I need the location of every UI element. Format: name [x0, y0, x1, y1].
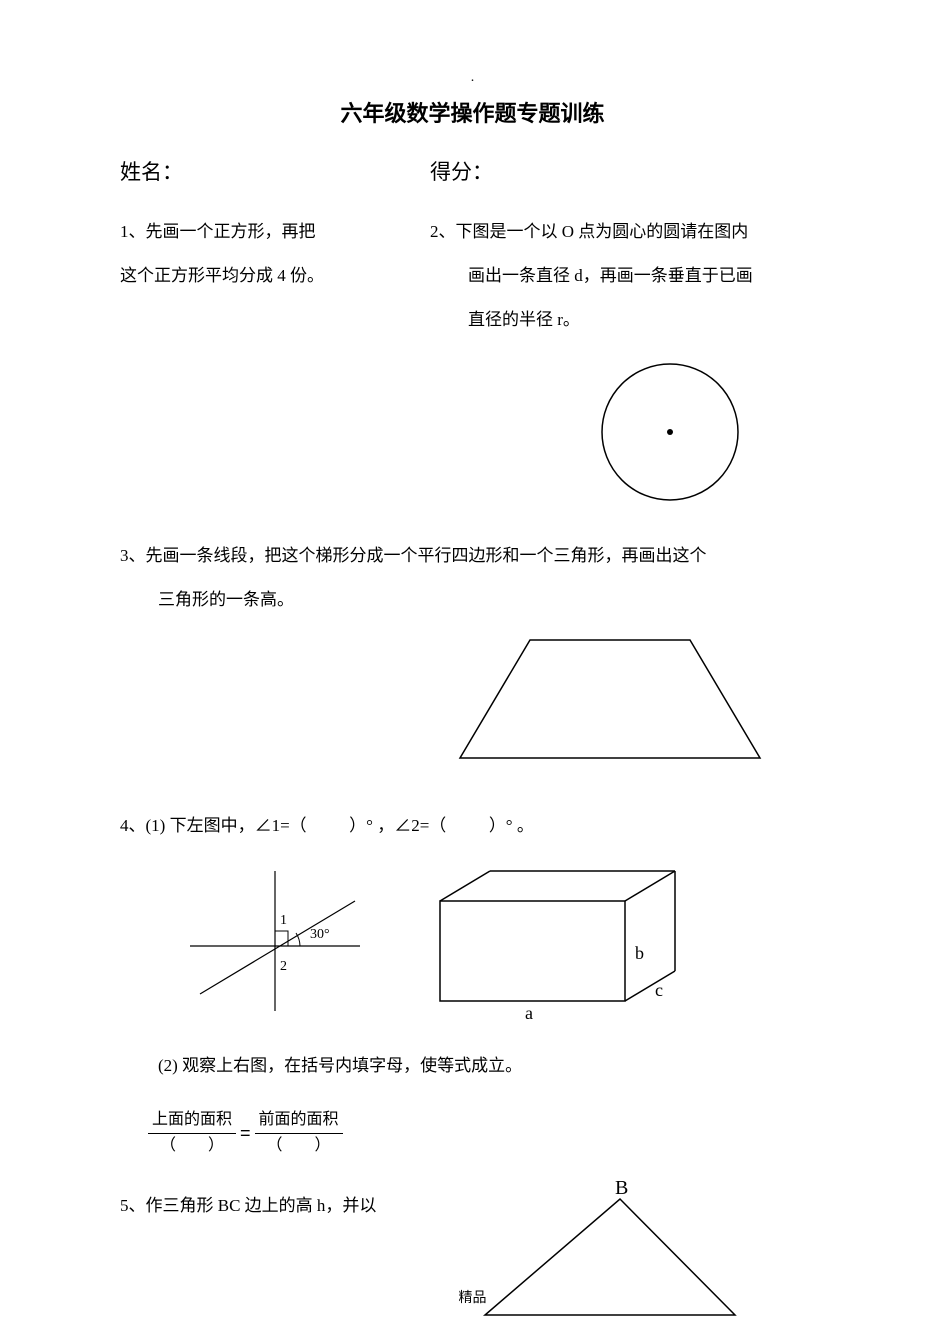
q4-1c: ）° 。: [489, 816, 534, 835]
circle-figure: [595, 357, 825, 524]
q4-figures: 1 30° 2 a b c: [180, 861, 825, 1021]
question-5: 5、作三角形 BC 边上的高 h，并以 B: [120, 1187, 825, 1332]
angle-label-2: 2: [280, 959, 287, 974]
frac1-bot: （ ）: [160, 1134, 224, 1157]
q4-1a: 4、(1) 下左图中，∠1=（: [120, 816, 307, 835]
footer-text: 精品: [0, 1287, 945, 1307]
question-1: 1、先画一个正方形，再把 这个正方形平均分成 4 份。: [120, 210, 430, 524]
frac2-top: 前面的面积: [255, 1110, 343, 1134]
triangle-figure: B: [470, 1187, 750, 1332]
header-dot: .: [120, 70, 825, 86]
q1-line1: 1、先画一个正方形，再把: [120, 210, 430, 254]
trapezoid-figure: [450, 634, 825, 781]
frac2-bot: （ ）: [267, 1134, 331, 1157]
q2-line1: 2、下图是一个以 O 点为圆心的圆请在图内: [430, 210, 825, 254]
question-4: 4、(1) 下左图中，∠1=（ ）° ，∠2=（ ）° 。 1 30° 2 a …: [120, 807, 825, 1156]
q4-blank2: [451, 816, 485, 835]
circle-icon: [595, 357, 745, 507]
cuboid-label-a: a: [525, 1003, 533, 1021]
page-title: 六年级数学操作题专题训练: [120, 96, 825, 128]
angle-figure-icon: 1 30° 2: [180, 866, 370, 1016]
q4-line1: 4、(1) 下左图中，∠1=（ ）° ，∠2=（ ）° 。: [120, 807, 825, 844]
q3-line1: 3、先画一条线段，把这个梯形分成一个平行四边形和一个三角形，再画出这个: [120, 534, 825, 578]
row-q1-q2: 1、先画一个正方形，再把 这个正方形平均分成 4 份。 2、下图是一个以 O 点…: [120, 210, 825, 524]
cuboid-label-c: c: [655, 980, 663, 1000]
q4-1b: ）° ，∠2=（: [349, 816, 446, 835]
cuboid-figure-icon: a b c: [430, 861, 690, 1021]
score-label: 得分：: [430, 156, 493, 186]
fraction-2: 前面的面积 （ ）: [255, 1110, 343, 1157]
angle-label-30: 30°: [310, 927, 330, 942]
q3-line2: 三角形的一条高。: [120, 578, 825, 622]
name-score-row: 姓名： 得分：: [120, 156, 825, 186]
fraction-equation: 上面的面积 （ ） = 前面的面积 （ ）: [148, 1110, 825, 1157]
q1-line2: 这个正方形平均分成 4 份。: [120, 254, 430, 298]
q4-line2: (2) 观察上右图，在括号内填字母，使等式成立。: [120, 1047, 825, 1084]
fraction-1: 上面的面积 （ ）: [148, 1110, 236, 1157]
frac1-top: 上面的面积: [148, 1110, 236, 1134]
angle-label-1: 1: [280, 913, 287, 928]
cuboid-label-b: b: [635, 943, 644, 963]
question-3: 3、先画一条线段，把这个梯形分成一个平行四边形和一个三角形，再画出这个 三角形的…: [120, 534, 825, 782]
equals-sign: =: [236, 1114, 255, 1154]
q2-line3: 直径的半径 r。: [430, 298, 825, 342]
q2-line2: 画出一条直径 d，再画一条垂直于已画: [430, 254, 825, 298]
question-2: 2、下图是一个以 O 点为圆心的圆请在图内 画出一条直径 d，再画一条垂直于已画…: [430, 210, 825, 524]
triangle-label-b: B: [615, 1177, 628, 1200]
trapezoid-icon: [450, 634, 770, 764]
q4-blank1: [311, 816, 345, 835]
name-label: 姓名：: [120, 156, 430, 186]
q5-text: 5、作三角形 BC 边上的高 h，并以: [120, 1187, 440, 1224]
